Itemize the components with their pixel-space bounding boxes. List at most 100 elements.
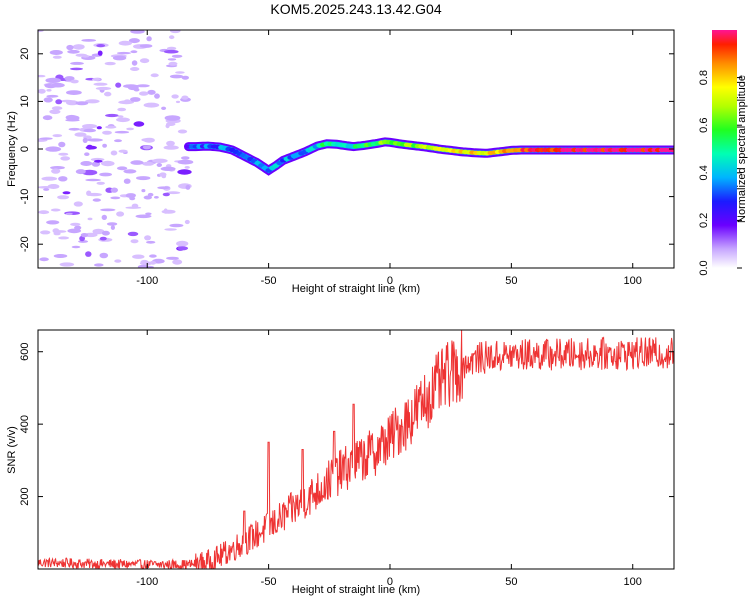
noise-speckle [177,169,192,175]
noise-speckle [72,44,85,50]
noise-speckle [130,50,138,54]
noise-speckle [130,30,145,34]
y-tick-label: -10 [19,189,31,205]
spectral-ridge [184,137,674,176]
spectrogram-y-axis-title: Frequency (Hz) [6,111,18,187]
noise-speckle [110,225,115,231]
noise-speckle [169,35,175,40]
y-tick-label: 400 [19,415,31,433]
noise-speckle [38,74,46,78]
x-tick-label: -100 [136,576,158,588]
noise-speckle [184,219,190,225]
x-tick-label: -100 [136,275,158,287]
noise-speckle [74,225,82,230]
colorbar-tick-label: 0.4 [698,165,710,180]
noise-speckle [177,159,194,165]
noise-speckle [167,58,177,61]
noise-speckle [176,240,189,247]
colorbar-tick-label: 0.2 [698,213,710,228]
noise-speckle [115,82,122,88]
noise-speckle [175,71,185,74]
noise-speckle [49,50,63,55]
noise-speckle [166,122,176,126]
noise-speckle [51,168,61,174]
colorbar-label: Normalized spectral amplitude [736,75,748,223]
noise-speckle [139,91,149,96]
noise-speckle [123,99,131,103]
noise-speckle [181,95,189,100]
noise-speckle [50,82,65,88]
noise-speckle [110,187,119,193]
noise-speckle [96,181,105,185]
noise-speckle [96,126,102,130]
noise-speckle [143,102,160,108]
noise-speckle [117,115,124,118]
noise-speckle [82,124,98,129]
noise-speckle [130,239,139,244]
colorbar-tick-label: 0.0 [698,260,710,275]
noise-speckle [147,89,156,95]
noise-speckle [53,254,68,258]
noise-speckle [100,208,116,212]
snr-x-ticks: -100 -50 0 50 100 [136,330,642,588]
noise-speckle [38,30,44,33]
noise-speckle [164,49,179,54]
y-tick-label: 0 [19,146,31,152]
noise-speckle [125,193,136,198]
noise-speckle [162,192,170,197]
noise-speckle [130,97,141,102]
noise-speckle [75,53,88,57]
noise-speckle [65,118,80,122]
noise-speckle [43,188,50,191]
noise-speckle [52,228,60,234]
noise-speckle [170,30,181,34]
noise-speckle [74,132,87,137]
noise-speckle [185,184,191,190]
noise-speckle [85,251,92,257]
noise-speckle [114,139,122,143]
y-tick-label: 600 [19,343,31,361]
noise-speckle [95,86,112,91]
noise-speckle [38,88,46,94]
noise-speckle [131,60,138,66]
y-tick-label: 200 [19,487,31,505]
noise-speckle [118,149,128,153]
noise-speckle [71,245,81,249]
noise-speckle [75,169,86,175]
noise-speckle [42,115,53,121]
noise-speckle [130,160,144,165]
noise-speckle [58,236,70,240]
noise-speckle [62,191,71,195]
noise-speckle [161,106,167,111]
noise-speckle [136,84,150,88]
noise-speckle [99,236,107,241]
noise-speckle [70,67,83,71]
noise-speckle [58,141,66,148]
noise-speckle [59,262,75,267]
noise-speckle [86,138,103,142]
y-tick-label: 10 [19,95,31,107]
noise-speckle [52,55,62,59]
noise-speckle [65,212,73,216]
y-tick-label: 20 [19,48,31,60]
spectrogram-x-axis-title: Height of straight line (km) [292,283,420,295]
snr-y-ticks: 200 400 600 [19,343,674,506]
noise-speckle [171,54,183,58]
noise-speckle [141,138,151,142]
noise-speckle [85,99,100,104]
noise-speckle [164,228,177,231]
noise-speckle [47,184,60,189]
noise-speckle [79,235,85,242]
noise-speckle [86,192,102,197]
noise-speckle [126,127,134,131]
noise-speckle [93,82,108,86]
noise-speckle [149,254,157,258]
noise-speckle [161,209,176,214]
noise-speckle [45,146,62,152]
noise-speckle [64,76,75,81]
noise-speckle [140,259,149,264]
noise-speckle [144,235,152,241]
noise-speckle [130,67,140,71]
noise-speckle [70,61,84,65]
snr-y-axis-title: SNR (v/v) [6,426,18,474]
